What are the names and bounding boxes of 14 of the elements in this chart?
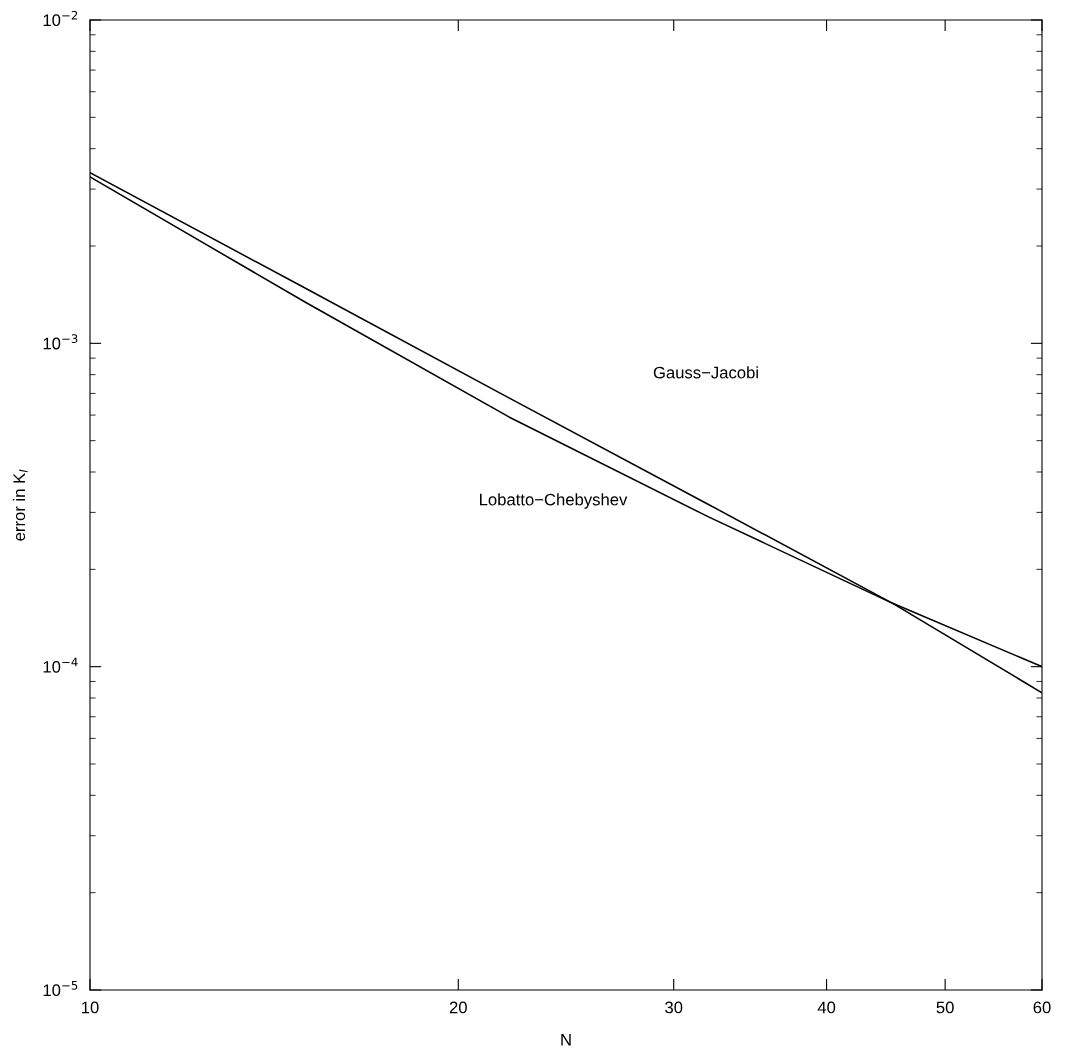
y-tick-label: 10$^{−2}$: [43, 10, 78, 27]
y-axis-title: error in K$_{I}$: [12, 469, 28, 541]
annotation: Gauss−Jacobi: [653, 366, 758, 379]
x-tick-label: 40: [817, 1001, 836, 1014]
x-axis-title: N: [561, 1033, 571, 1046]
x-tick-label: 20: [449, 1001, 467, 1014]
x-tick-label: 10: [82, 1001, 99, 1014]
y-tick-label: 10$^{−4}$: [43, 657, 78, 673]
x-tick-label: 30: [665, 1001, 683, 1014]
x-tick-label: 50: [936, 1001, 954, 1014]
annotation: Lobatto−Chebyshev: [480, 493, 628, 509]
y-tick-label: 10$^{−3}$: [43, 334, 78, 350]
y-tick-label: 10$^{−5}$: [43, 981, 78, 997]
x-tick-label: 60: [1033, 1001, 1051, 1014]
